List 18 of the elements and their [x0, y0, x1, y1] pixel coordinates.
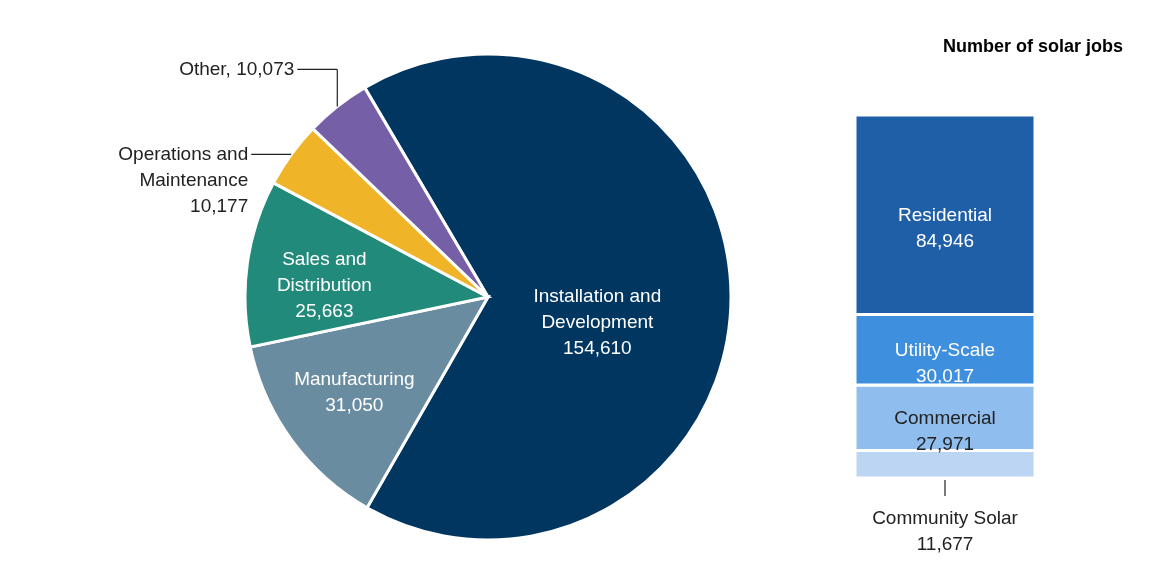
series-label: Community Solar [872, 507, 1019, 528]
data-label: 25,663 [295, 299, 354, 321]
slice-label: Installation and Development [533, 285, 662, 333]
slice-label: Other, 10,073 [179, 58, 295, 80]
slice-label: Manufacturing [294, 368, 415, 390]
data-label: 84,946 [915, 229, 975, 251]
series-label: Residential [898, 203, 992, 225]
data-label: 154,610 [563, 337, 632, 359]
slice-label: Sales and Distribution [276, 247, 372, 295]
data-label: 30,017 [915, 364, 975, 386]
series-label: Commercial [894, 406, 996, 428]
slice-label: Operations and Maintenance [118, 143, 249, 191]
data-label: 11,677 [916, 533, 974, 554]
data-label: 31,050 [325, 394, 384, 416]
data-label: 27,971 [915, 432, 975, 454]
data-label: 10,177 [190, 195, 249, 217]
series-label: Utility-Scale [894, 338, 996, 360]
chart-title: Number of solar jobs [942, 36, 1123, 56]
